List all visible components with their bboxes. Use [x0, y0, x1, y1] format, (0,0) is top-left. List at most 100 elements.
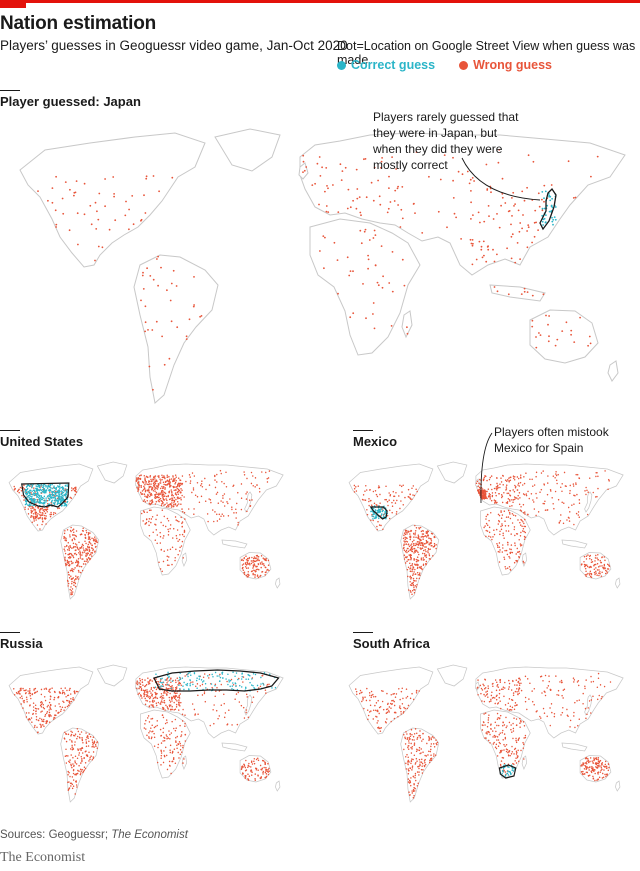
- wrong-guess-dot: [180, 744, 182, 747]
- wrong-guess-dot: [163, 483, 165, 486]
- wrong-guess-dot: [409, 570, 412, 573]
- wrong-guess-dot: [414, 787, 416, 790]
- wrong-guess-dot: [33, 520, 35, 522]
- wrong-guess-dot: [497, 546, 499, 548]
- wrong-guess-dot: [402, 484, 404, 487]
- wrong-guess-dot: [500, 525, 502, 528]
- wrong-guess-dot: [231, 508, 233, 511]
- correct-guess-dot: [43, 504, 45, 507]
- wrong-guess-dot: [378, 486, 381, 489]
- wrong-guess-dot: [36, 524, 39, 526]
- correct-guess-dot: [245, 678, 247, 680]
- wrong-guess-dot: [197, 713, 199, 715]
- correct-guess-dot: [29, 490, 31, 492]
- correct-guess-dot: [43, 489, 45, 492]
- wrong-guess-dot: [177, 497, 179, 500]
- wrong-guess-dot: [516, 688, 518, 690]
- wrong-guess-dot: [164, 503, 166, 506]
- wrong-guess-dot: [494, 697, 496, 699]
- correct-guess-dot: [29, 492, 31, 494]
- wrong-guess-dot: [594, 573, 596, 576]
- wrong-guess-dot: [46, 499, 49, 502]
- wrong-guess-dot: [75, 530, 78, 532]
- wrong-guess-dot: [124, 214, 127, 217]
- wrong-guess-dot: [409, 697, 412, 700]
- wrong-guess-dot: [160, 549, 162, 551]
- wrong-guess-dot: [518, 503, 521, 506]
- wrong-guess-dot: [346, 256, 349, 259]
- wrong-guess-dot: [189, 480, 192, 482]
- wrong-guess-dot: [490, 700, 492, 702]
- wrong-guess-dot: [71, 731, 73, 734]
- correct-guess-dot: [189, 679, 191, 682]
- wrong-guess-dot: [403, 554, 406, 556]
- landmass-indonesia: [489, 284, 546, 302]
- wrong-guess-dot: [595, 475, 597, 478]
- wrong-guess-dot: [514, 760, 516, 762]
- wrong-guess-dot: [34, 707, 37, 710]
- wrong-guess-dot: [492, 730, 494, 732]
- wrong-guess-dot: [507, 688, 510, 690]
- correct-guess-dot: [50, 495, 52, 497]
- wrong-guess-dot: [49, 513, 51, 516]
- wrong-guess-dot: [262, 771, 264, 774]
- wrong-guess-dot: [355, 168, 358, 171]
- wrong-guess-dot: [337, 211, 340, 213]
- wrong-guess-dot: [248, 499, 251, 501]
- wrong-guess-dot: [174, 481, 177, 484]
- wrong-guess-dot: [91, 544, 93, 547]
- wrong-guess-dot: [49, 691, 51, 694]
- wrong-guess-dot: [501, 523, 503, 525]
- wrong-guess-dot: [520, 510, 523, 512]
- wrong-guess-dot: [256, 559, 258, 562]
- correct-guess-dot: [58, 492, 61, 494]
- correct-guess-dot: [254, 673, 257, 676]
- wrong-guess-dot: [245, 555, 247, 557]
- wrong-guess-dot: [515, 559, 517, 562]
- wrong-guess-dot: [78, 764, 80, 767]
- wrong-guess-dot: [553, 507, 555, 510]
- wrong-guess-dot: [303, 169, 306, 172]
- wrong-guess-dot: [161, 474, 163, 477]
- wrong-guess-dot: [413, 588, 415, 591]
- wrong-guess-dot: [151, 695, 153, 697]
- wrong-guess-dot: [240, 559, 243, 561]
- correct-guess-dot: [24, 492, 27, 495]
- wrong-guess-dot: [470, 190, 472, 192]
- wrong-guess-dot: [72, 562, 74, 564]
- wrong-guess-dot: [157, 284, 160, 287]
- wrong-guess-dot: [579, 316, 581, 319]
- wrong-guess-dot: [497, 513, 500, 516]
- wrong-guess-dot: [513, 478, 516, 481]
- wrong-guess-dot: [55, 226, 57, 228]
- wrong-guess-dot: [77, 749, 80, 751]
- wrong-guess-dot: [162, 481, 165, 484]
- wrong-guess-dot: [395, 511, 398, 513]
- correct-guess-dot: [263, 684, 265, 686]
- wrong-guess-dot: [340, 179, 343, 181]
- wrong-guess-dot: [219, 673, 221, 676]
- wrong-guess-dot: [495, 487, 497, 490]
- wrong-guess-dot: [97, 245, 100, 248]
- wrong-guess-dot: [424, 542, 426, 545]
- wrong-guess-dot: [81, 752, 84, 754]
- wrong-guess-dot: [50, 715, 52, 717]
- wrong-guess-dot: [33, 487, 35, 489]
- wrong-guess-dot: [526, 291, 529, 293]
- wrong-guess-dot: [236, 723, 239, 726]
- wrong-guess-dot: [586, 713, 588, 716]
- wrong-guess-dot: [179, 724, 181, 727]
- wrong-guess-dot: [518, 538, 520, 541]
- wrong-guess-dot: [499, 749, 502, 752]
- wrong-guess-dot: [184, 714, 186, 716]
- wrong-guess-dot: [390, 693, 392, 696]
- wrong-guess-dot: [79, 555, 82, 557]
- wrong-guess-dot: [155, 518, 157, 521]
- wrong-guess-dot: [418, 749, 421, 752]
- wrong-guess-dot: [427, 534, 430, 536]
- wrong-guess-dot: [263, 564, 265, 567]
- wrong-guess-dot: [573, 715, 575, 717]
- wrong-guess-dot: [575, 483, 577, 486]
- correct-guess-dot: [41, 497, 44, 499]
- wrong-guess-dot: [508, 565, 511, 568]
